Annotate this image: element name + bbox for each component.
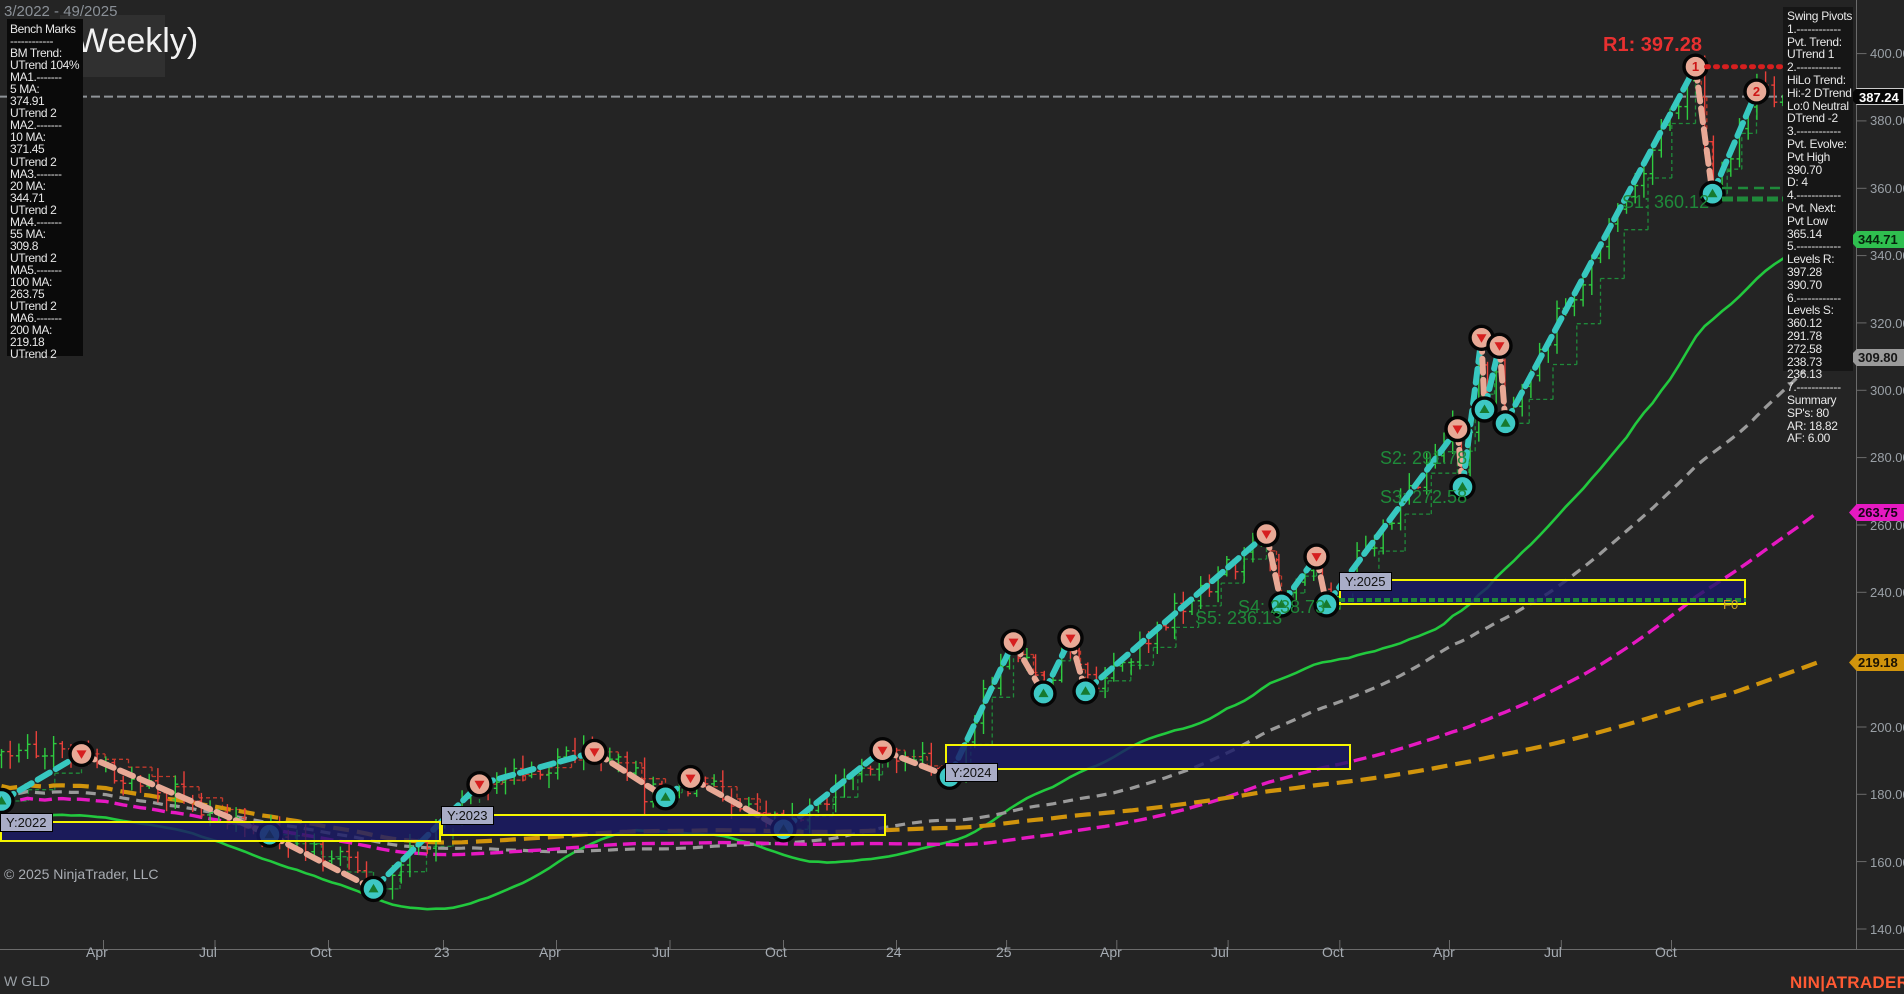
svg-text:1: 1 <box>1692 59 1699 74</box>
svg-text:2: 2 <box>1753 84 1760 99</box>
